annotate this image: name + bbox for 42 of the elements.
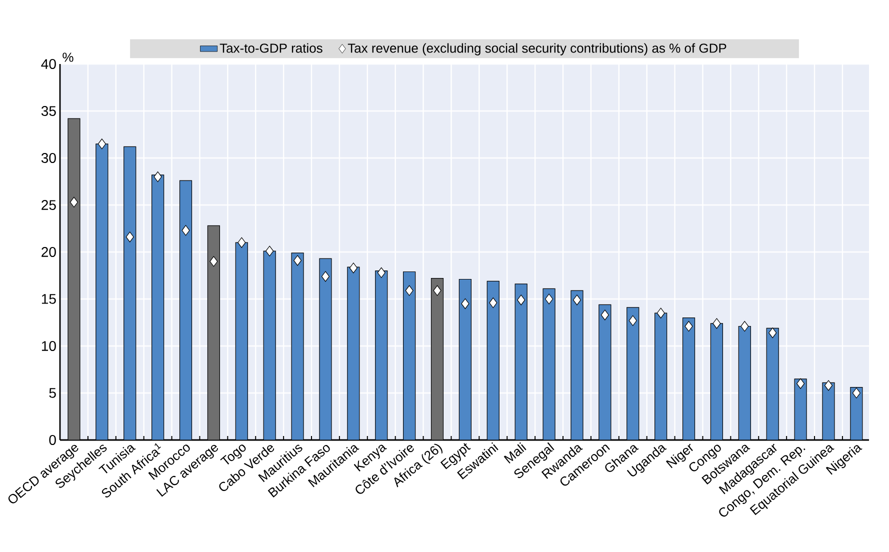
y-tick-label: 0 xyxy=(49,435,56,445)
point xyxy=(684,320,693,332)
y-tick-label: 25 xyxy=(42,200,56,210)
y-tick-label: 35 xyxy=(41,106,56,116)
point xyxy=(768,328,777,338)
point xyxy=(349,262,358,274)
point xyxy=(740,320,749,332)
point xyxy=(489,297,498,308)
point xyxy=(824,380,833,391)
y-tick-label: 10 xyxy=(42,341,56,351)
point xyxy=(796,378,805,389)
point xyxy=(70,196,78,208)
point xyxy=(433,285,442,296)
point xyxy=(126,232,134,242)
point xyxy=(154,172,162,182)
point xyxy=(852,388,860,398)
point xyxy=(517,294,526,306)
point xyxy=(656,308,665,318)
point xyxy=(712,318,721,329)
y-tick-label: 40 xyxy=(41,59,56,69)
point xyxy=(405,285,414,296)
y-tick-label: 5 xyxy=(49,388,56,398)
point xyxy=(544,294,554,304)
point xyxy=(238,237,246,248)
point xyxy=(377,267,386,278)
point xyxy=(321,271,330,282)
legend-label: Tax revenue (excluding social security contributions) as % of GDP xyxy=(348,43,726,56)
y-tick-label: 20 xyxy=(42,247,56,257)
point xyxy=(98,138,106,150)
legend-label: Tax-to-GDP ratios xyxy=(220,43,322,53)
point xyxy=(182,225,190,236)
x-tick-label: Togo xyxy=(220,444,246,464)
point xyxy=(600,310,609,320)
point xyxy=(628,315,637,326)
y-tick-label: 15 xyxy=(42,294,56,304)
y-axis-title: % xyxy=(62,52,74,62)
point xyxy=(461,298,470,310)
point xyxy=(266,246,274,256)
point xyxy=(293,255,302,266)
point xyxy=(210,256,218,267)
point xyxy=(572,294,582,306)
y-tick-label: 30 xyxy=(41,153,56,163)
